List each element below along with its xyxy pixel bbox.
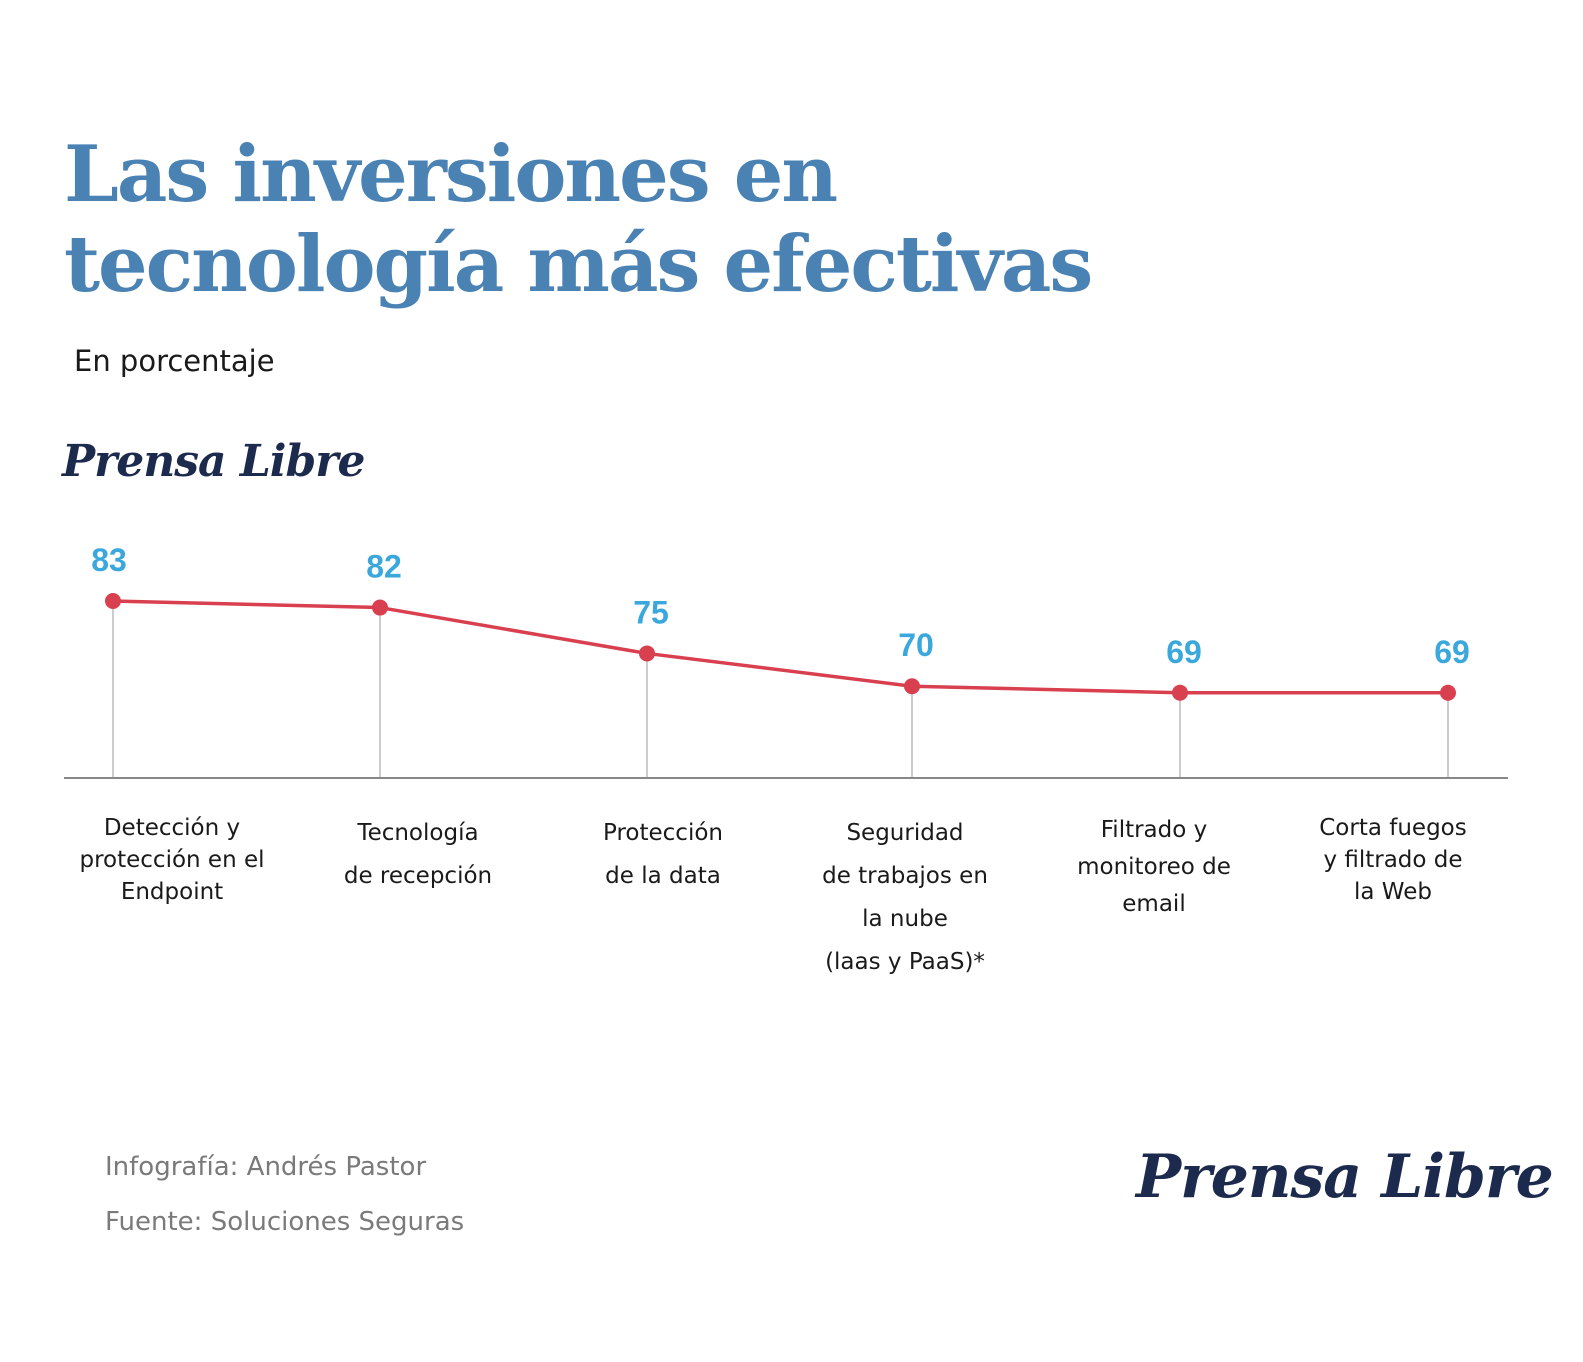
x-tick-label-line: la nube [862, 906, 948, 932]
x-tick-label-line: Corta fuegos [1319, 815, 1467, 841]
x-tick-label-line: de trabajos en [822, 863, 988, 889]
brand-text: Prensa Libre [62, 436, 365, 487]
data-point [1440, 684, 1456, 701]
data-point [1172, 684, 1188, 701]
data-point [372, 599, 388, 616]
x-tick-label-line: y filtrado de [1323, 847, 1463, 873]
x-tick-label-line: de la data [605, 863, 721, 889]
data-labels: 83 82 75 70 69 69 [91, 542, 1470, 670]
data-points [105, 593, 1456, 701]
x-tick-label-line: (laas y PaaS)* [825, 949, 985, 975]
credit-text: Infografía: Andrés Pastor [105, 1152, 427, 1182]
x-tick-label: Corta fuegos y filtrado de la Web [1278, 812, 1508, 908]
data-label: 69 [1166, 634, 1202, 670]
brand-text: Prensa Libre [1136, 1142, 1554, 1212]
x-tick-label-line: Endpoint [120, 879, 224, 905]
x-tick-label-line: la Web [1354, 879, 1432, 905]
x-tick-label-line: email [1122, 891, 1186, 917]
x-tick-label: Filtrado y monitoreo de email [1039, 812, 1269, 923]
prensa-libre-logo-top: Prensa Libre [62, 436, 365, 487]
prensa-libre-logo-bottom: Prensa Libre [1136, 1142, 1554, 1212]
x-tick-label-line: protección en el [79, 847, 265, 873]
x-tick-label: Tecnología de recepción [303, 812, 533, 898]
data-label: 75 [633, 594, 669, 630]
chart-subtitle: En porcentaje [74, 344, 275, 378]
x-tick-label-line: Protección [603, 820, 723, 846]
x-tick-label-line: de recepción [343, 863, 493, 889]
data-point [639, 645, 655, 662]
x-tick-label-line: Seguridad [846, 820, 964, 846]
data-label: 83 [91, 542, 127, 578]
x-tick-label-line: Detección y [103, 815, 241, 841]
x-tick-label-line: Filtrado y [1100, 817, 1208, 843]
x-tick-label-line: monitoreo de [1077, 854, 1231, 880]
data-label: 69 [1434, 634, 1470, 670]
x-tick-label-line: Tecnología [357, 820, 479, 846]
drop-lines [112, 601, 1449, 778]
chart-title: Las inversiones en tecnología más efecti… [64, 129, 1093, 310]
data-label: 70 [898, 627, 934, 663]
x-tick-label: Seguridad de trabajos en la nube (laas y Pa… [790, 812, 1020, 984]
data-point [105, 593, 121, 609]
data-point [904, 678, 920, 695]
x-tick-label: Detección y protección en el Endpoint [57, 812, 287, 908]
data-label: 82 [366, 549, 402, 585]
x-tick-label: Protección de la data [548, 812, 778, 898]
series-line [112, 599, 1448, 695]
source-text: Fuente: Soluciones Seguras [105, 1207, 465, 1237]
